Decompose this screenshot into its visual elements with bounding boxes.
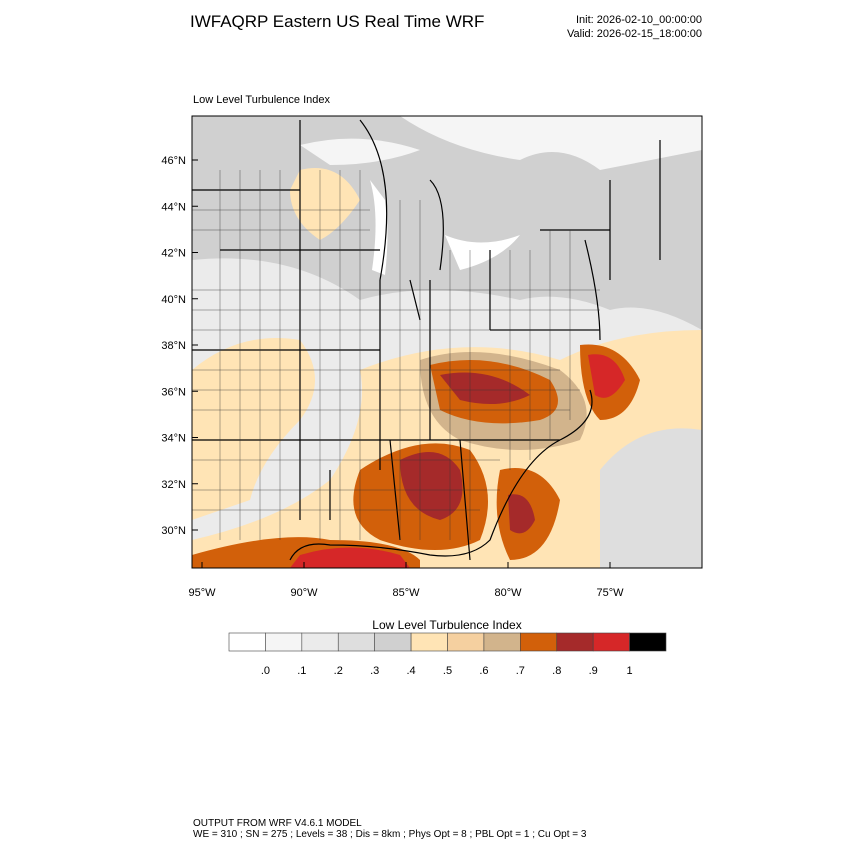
lat-label: 40°N [161,294,186,306]
lon-labels: 95°W 90°W 85°W 80°W 75°W [188,562,624,599]
main-title: IWFAQRP Eastern US Real Time WRF [190,12,484,31]
lat-label: 38°N [161,340,186,352]
colorbar-box [228,632,266,652]
field [192,338,315,520]
field [600,428,702,568]
colorbar-label: .1 [297,665,306,677]
colorbar-label: .9 [589,665,598,677]
map-frame [191,115,703,569]
colorbar-box [556,632,594,652]
field [290,547,410,568]
field [440,372,530,404]
colorbar-label: .3 [370,665,379,677]
colorbar-box [374,632,412,652]
lat-label: 30°N [161,525,186,537]
colorbar-box [520,632,558,652]
colorbar-box [483,632,521,652]
lat-label: 32°N [161,479,186,491]
field [400,452,463,520]
state-borders [192,119,661,561]
field [588,354,625,398]
lon-label: 80°W [494,587,522,599]
colorbar-label: .4 [406,665,415,677]
colorbar-box [592,632,630,652]
colorbar-label: .0 [261,665,270,677]
lat-label: 42°N [161,248,186,260]
lake [445,235,520,270]
colorbar-label: .5 [443,665,452,677]
lon-label: 90°W [290,587,318,599]
map [192,116,702,568]
colorbar-box [337,632,375,652]
footer-line: WE = 310 ; SN = 275 ; Levels = 38 ; Dis … [193,829,587,840]
field [508,494,535,534]
init-time: Init: 2026-02-10_00:00:00 [576,14,702,26]
lat-labels: 46°N 44°N 42°N 40°N 38°N 36°N 34°N 32°N 30°N [161,155,198,537]
lat-label: 46°N [161,155,186,167]
map-title: Low Level Turbulence Index [193,94,330,106]
footer-line: OUTPUT FROM WRF V4.6.1 MODEL [193,818,362,829]
colorbar-box [265,632,303,652]
colorbar-label: .6 [479,665,488,677]
colorbar-label: .8 [552,665,561,677]
colorbar: .0 .1 .2 .3 .4 .5 .6 .7 .8 .9 1 [228,632,667,677]
lake [300,138,420,165]
colorbar-label: .7 [516,665,525,677]
field [290,168,360,240]
colorbar-label: .2 [334,665,343,677]
lat-label: 44°N [161,201,186,213]
colorbar-box [410,632,448,652]
colorbar-box [301,632,339,652]
lon-label: 95°W [188,587,216,599]
colorbar-box [447,632,485,652]
colorbar-box [629,632,667,652]
lake [370,180,388,275]
lon-label: 75°W [596,587,624,599]
lat-label: 36°N [161,386,186,398]
field [400,116,702,170]
colorbar-title: Low Level Turbulence Index [372,618,521,632]
lon-label: 85°W [392,587,420,599]
lat-label: 34°N [161,433,186,445]
valid-time: Valid: 2026-02-15_18:00:00 [567,28,702,40]
colorbar-label: 1 [627,665,633,677]
